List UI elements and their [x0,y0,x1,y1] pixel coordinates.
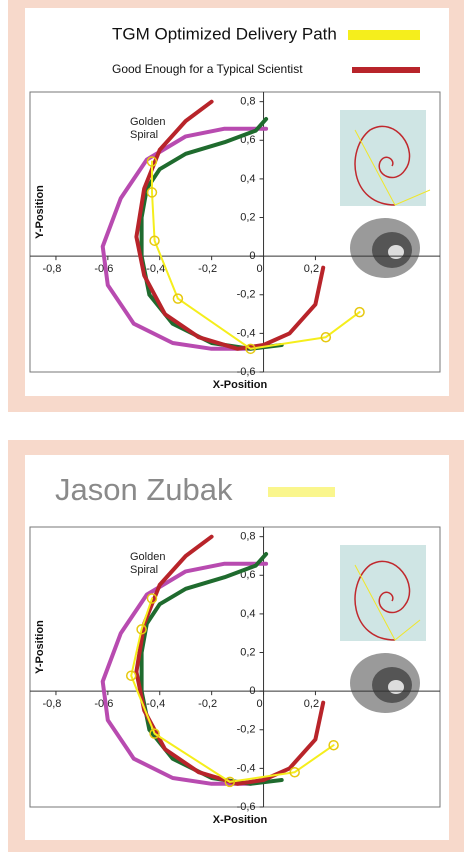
annotation: Spiral [130,129,158,141]
y-axis-title: Y-Position [34,185,46,239]
x-tick-label: -0,2 [198,698,217,710]
x-tick-label: -0,4 [146,698,165,710]
marker [289,766,300,778]
legend-swatch [348,30,420,40]
y-tick-label: 0,2 [240,646,255,658]
y-axis-title: Y-Position [34,620,46,674]
x-tick-label: -0,4 [146,263,165,275]
x-tick-label: 0 [256,698,262,710]
legend-label: Good Enough for a Typical Scientist [112,62,303,76]
nautilus-picture [350,218,420,278]
y-tick-label: 0,8 [240,96,255,108]
series-line [100,561,269,786]
panel [25,455,449,840]
series-line [134,534,326,786]
legend-swatch [352,67,420,73]
marker [146,187,158,198]
marker [125,670,137,681]
nautilus-picture [350,653,420,713]
y-tick-label: -0,6 [237,366,256,378]
x-tick-label: -0,8 [42,263,61,275]
marker [149,235,160,246]
y-tick-label: 0,2 [240,211,255,223]
x-tick-label: 0 [256,263,262,275]
y-tick-label: 0,6 [240,569,255,581]
marker [354,306,365,318]
series-line [130,597,335,783]
marker [320,331,332,343]
x-axis-title: X-Position [213,814,268,826]
y-tick-label: 0,4 [240,608,255,620]
legend-label: TGM Optimized Delivery Path [112,24,337,43]
plot-frame [29,91,441,373]
marker [328,739,339,751]
x-tick-label: -0,8 [42,698,61,710]
marker [146,156,158,167]
y-tick-label: 0,6 [240,134,255,146]
marker [245,343,256,355]
marker [149,728,160,739]
y-tick-label: 0,4 [240,173,255,185]
spiral-picture [340,545,426,641]
x-tick-label: 0,2 [304,263,319,275]
y-tick-label: 0 [249,685,255,697]
legend-label: Jason Zubak [55,472,233,507]
marker [136,624,147,635]
spiral-picture [340,110,431,206]
marker [224,776,236,788]
series-line [151,160,361,350]
series-line [134,99,326,351]
y-tick-label: -0,4 [237,327,256,339]
y-tick-label: 0,8 [240,531,255,543]
y-tick-label: -0,6 [237,801,256,813]
y-tick-label: -0,4 [237,762,256,774]
marker [172,293,184,304]
annotation: Golden [130,116,165,128]
x-axis-title: X-Position [213,379,268,391]
series-line [100,126,269,351]
marker [146,593,158,604]
plot-frame [29,526,441,808]
x-tick-label: -0,2 [198,263,217,275]
x-tick-label: 0,2 [304,698,319,710]
y-tick-label: 0 [249,250,255,262]
y-tick-label: -0,2 [237,724,256,736]
y-tick-label: -0,2 [237,289,256,301]
annotation: Golden [130,551,165,563]
annotation: Spiral [130,564,158,576]
legend-swatch [268,487,335,497]
